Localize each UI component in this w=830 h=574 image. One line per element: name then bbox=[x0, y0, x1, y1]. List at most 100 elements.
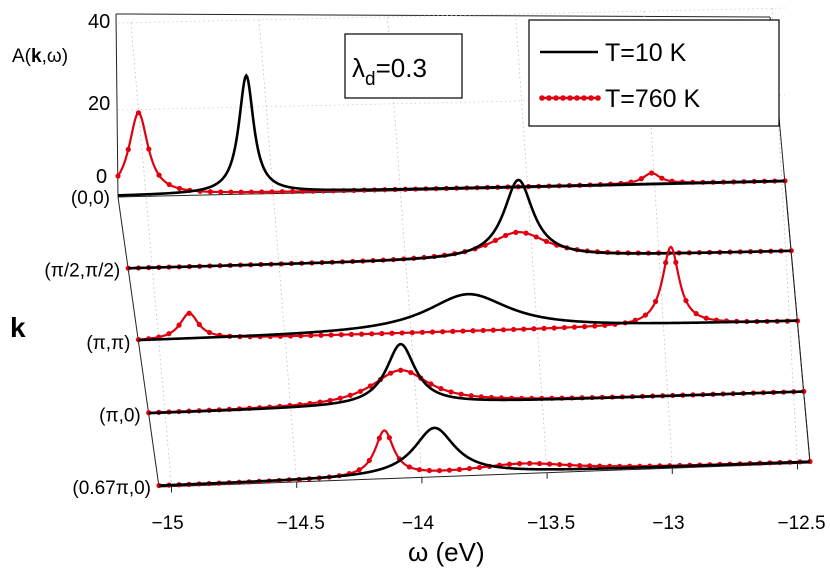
legend-marker bbox=[567, 95, 573, 101]
x-ticks: −15 −14.5 −14 −13.5 −13 −12.5 bbox=[152, 463, 826, 534]
k-row-2-2 bbox=[125, 178, 794, 271]
series-t760k-point bbox=[389, 330, 395, 336]
parameter-label: λd=0.3 bbox=[352, 53, 427, 90]
series-t760k-point bbox=[638, 176, 644, 182]
series-t760k-point bbox=[592, 323, 598, 329]
legend-marker bbox=[560, 95, 566, 101]
series-t760k-point bbox=[125, 146, 131, 153]
series-t760k-point bbox=[476, 464, 483, 471]
series-t760k-point bbox=[186, 310, 192, 316]
series-t760k-point bbox=[218, 189, 224, 195]
series-t760k-point bbox=[490, 327, 496, 333]
y-axis-label-post: ,ω) bbox=[42, 46, 68, 67]
series-t760k-point bbox=[673, 259, 679, 265]
series-t760k-point bbox=[135, 110, 142, 116]
series-t760k-line bbox=[148, 369, 804, 414]
series-t760k-point bbox=[176, 322, 182, 328]
series-t760k-point bbox=[526, 460, 533, 467]
k-row- bbox=[135, 245, 801, 343]
series-t760k-point bbox=[318, 332, 324, 338]
x-tick-label-14: −14 bbox=[402, 513, 435, 534]
series-t760k-point bbox=[649, 170, 655, 176]
legend-marker bbox=[595, 95, 601, 101]
series-t760k-point bbox=[448, 389, 454, 395]
series-t760k-point bbox=[289, 188, 296, 195]
series-t760k-point bbox=[663, 260, 669, 266]
legend-marker bbox=[581, 95, 587, 101]
spectral-curves bbox=[115, 73, 813, 489]
series-t760k-point bbox=[399, 330, 405, 336]
series-t760k-point bbox=[659, 175, 665, 181]
series-t760k-point bbox=[642, 312, 649, 318]
series-t760k-point bbox=[506, 461, 513, 467]
series-t760k-point bbox=[547, 461, 553, 467]
series-t760k-point bbox=[166, 331, 172, 337]
series-t760k-point bbox=[551, 325, 557, 331]
series-t760k-point bbox=[406, 464, 412, 470]
legend-marker bbox=[588, 95, 594, 101]
k-labels: (0,0) (π/2,π/2) (π,π) (π,0) (0.67π,0) bbox=[44, 188, 151, 499]
series-t760k-point bbox=[146, 146, 152, 152]
series-t760k-point bbox=[571, 324, 578, 330]
series-t760k-point bbox=[533, 234, 539, 240]
k-label-0-0: (0,0) bbox=[71, 188, 110, 209]
legend-marker bbox=[539, 95, 545, 101]
series-t760k-point bbox=[357, 388, 363, 394]
series-t760k-point bbox=[366, 457, 372, 464]
series-t760k-point bbox=[428, 381, 434, 387]
series-t760k-point bbox=[500, 327, 507, 333]
x-gridline-14-5 bbox=[258, 19, 298, 482]
series-t760k-point bbox=[466, 465, 473, 472]
series-t760k-point bbox=[298, 333, 304, 339]
x-tick-label-13-5: −13.5 bbox=[527, 513, 575, 534]
series-t760k-point bbox=[376, 435, 382, 441]
x-axis-label: ω (eV) bbox=[408, 537, 485, 567]
series-t760k-point bbox=[166, 181, 172, 188]
parameter-frame bbox=[344, 33, 463, 99]
x-tick-label-13: −13 bbox=[652, 513, 684, 534]
series-t760k-point bbox=[238, 189, 244, 195]
series-t760k-point bbox=[536, 460, 543, 467]
parameter-box: λd=0.3 bbox=[344, 33, 463, 99]
x-tick-label-14-5: −14.5 bbox=[277, 513, 325, 534]
series-t760k-point bbox=[327, 397, 333, 404]
series-t760k-point bbox=[561, 324, 567, 331]
series-t760k-point bbox=[176, 185, 183, 192]
parameter-subscript: d bbox=[365, 69, 376, 90]
series-t760k-point bbox=[703, 315, 709, 321]
series-t760k-point bbox=[456, 466, 463, 473]
series-t10k-line bbox=[138, 292, 798, 342]
series-t760k-point bbox=[207, 189, 213, 195]
legend-marker bbox=[546, 95, 552, 101]
series-t760k-point bbox=[513, 229, 519, 235]
y-axis-label: A(k,ω) bbox=[12, 46, 68, 67]
frame-z-axis bbox=[115, 13, 119, 198]
k-label-0-67-0: (0.67π,0) bbox=[72, 478, 151, 499]
series-t760k-point bbox=[567, 462, 573, 468]
z-tick-40: 40 bbox=[88, 11, 110, 33]
series-t760k-point bbox=[460, 328, 466, 334]
legend-marker bbox=[553, 95, 559, 101]
legend-frame bbox=[528, 19, 780, 127]
series-t760k-point bbox=[521, 326, 527, 332]
series-t760k-point bbox=[577, 462, 583, 469]
series-t760k-point bbox=[581, 324, 588, 330]
series-t760k-point bbox=[348, 331, 355, 338]
k-row-0 bbox=[146, 342, 807, 416]
series-t760k-point bbox=[279, 189, 285, 195]
series-t760k-point bbox=[503, 232, 509, 239]
series-t760k-point bbox=[683, 298, 689, 304]
series-t10k-line bbox=[158, 426, 811, 487]
series-t10k-line bbox=[128, 178, 792, 270]
series-t760k-point bbox=[531, 326, 537, 332]
series-t760k-point bbox=[523, 230, 529, 236]
series-t760k-point bbox=[492, 237, 499, 243]
series-t760k-point bbox=[308, 332, 314, 339]
series-t760k-point bbox=[409, 330, 415, 336]
k-label-2-2: (π/2,π/2) bbox=[44, 261, 120, 282]
series-t760k-line bbox=[128, 231, 792, 270]
series-t760k-point bbox=[248, 189, 254, 195]
x-tick-label-12-5: −12.5 bbox=[777, 513, 825, 534]
series-t760k-point bbox=[543, 238, 550, 244]
